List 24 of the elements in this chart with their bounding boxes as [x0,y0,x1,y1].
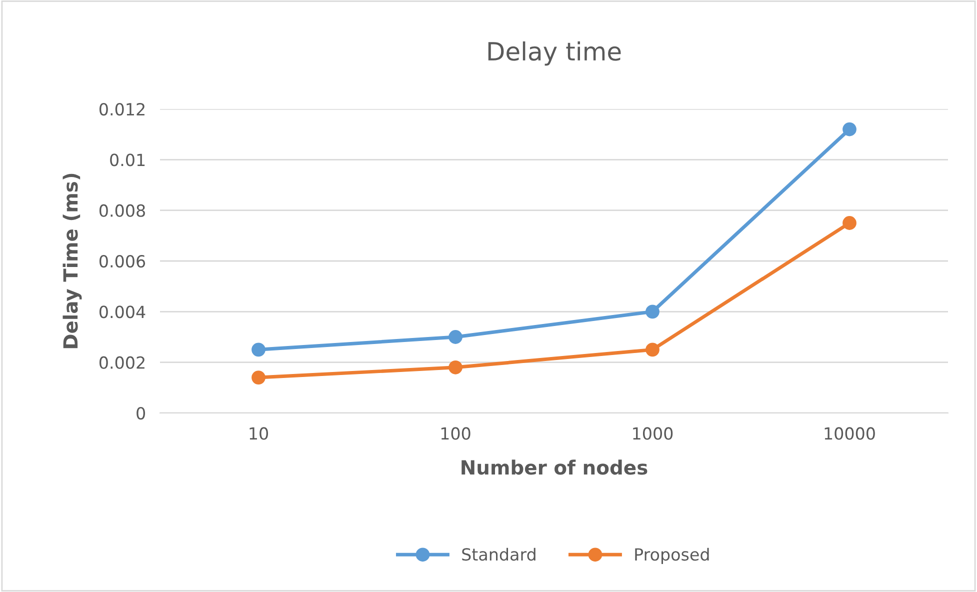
point [448,360,462,374]
point [646,342,660,357]
y-axis-title: Delay Time (ms) [62,174,82,348]
chart-title: Delay time [488,41,621,66]
y-tick-label: 0.002 [99,356,144,369]
x-tick-label: 10 [250,427,268,440]
x-tick-label: 1000 [633,427,673,440]
point [842,122,856,136]
legend-label: Standard [462,548,536,561]
x-axis-title: Number of nodes [462,460,648,475]
y-tick-label: 0.008 [99,204,145,217]
x-tick-label: 100 [441,427,470,440]
y-tick-label: 0 [136,406,146,420]
legend-label: Proposed [635,548,709,564]
x-tick-label: 10000 [824,427,875,440]
point [252,342,266,357]
y-tick-label: 0.012 [99,102,144,116]
point [448,330,462,344]
y-tick-label: 0.004 [99,306,146,318]
point [252,370,266,384]
y-tick-label: 0.006 [99,254,146,268]
y-tick-label: 0.01 [110,154,145,166]
point [842,216,856,230]
point [646,304,660,319]
